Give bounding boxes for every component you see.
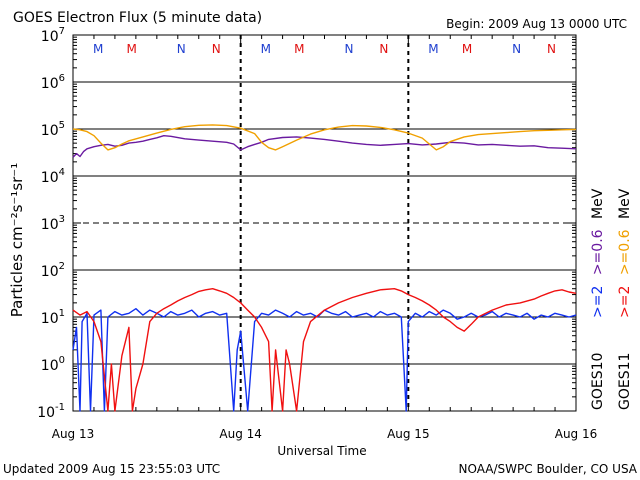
x-tick-label: Aug 16 xyxy=(555,427,598,441)
y-axis-label: Particles cm⁻²s⁻¹sr⁻¹ xyxy=(8,163,26,317)
series-line-1 xyxy=(72,124,577,151)
x-axis-label: Universal Time xyxy=(277,444,366,458)
updated-timestamp: Updated 2009 Aug 15 23:55:03 UTC xyxy=(3,462,220,476)
legend-goes10-range-b: >=0.6 xyxy=(590,229,606,275)
svg-text:GOES11: GOES11 xyxy=(617,353,633,410)
marker-n-goes10: N xyxy=(344,42,353,56)
legend-goes10-label: GOES10 xyxy=(590,353,606,410)
series-line-2 xyxy=(72,308,577,412)
y-tick-label: 106 xyxy=(41,73,65,92)
y-tick-label: 103 xyxy=(41,214,65,233)
legend-goes10-unit: MeV xyxy=(590,188,606,219)
marker-n-goes10: N xyxy=(512,42,521,56)
legend-goes10: GOES10 >=2 >=0.6 MeV xyxy=(590,188,606,410)
grid-lines xyxy=(72,35,577,412)
marker-n-goes11: N xyxy=(547,42,556,56)
x-tick-label: Aug 15 xyxy=(387,427,430,441)
y-tick-label: 10-1 xyxy=(37,402,65,421)
x-tick-label: Aug 14 xyxy=(219,427,262,441)
legend-goes11-range-b: >=0.6 xyxy=(617,229,633,275)
begin-label: Begin: 2009 Aug 13 0000 UTC xyxy=(446,17,627,31)
credit-label: NOAA/SWPC Boulder, CO USA xyxy=(459,462,638,476)
x-tick-labels: Aug 13 Aug 14 Aug 15 Aug 16 xyxy=(52,427,598,441)
y-tick-label: 102 xyxy=(41,261,65,280)
series-group xyxy=(72,124,577,412)
legend-goes11-name: GOES11 xyxy=(617,353,633,410)
marker-n-goes10: N xyxy=(177,42,186,56)
y-tick-label: 101 xyxy=(41,308,65,327)
marker-m-goes10: M xyxy=(93,42,103,56)
y-tick-labels: 107 106 105 104 103 102 101 100 10-1 xyxy=(37,26,65,421)
marker-m-goes10: M xyxy=(261,42,271,56)
series-line-3 xyxy=(72,288,577,412)
series-line-0 xyxy=(72,135,577,158)
chart-title: GOES Electron Flux (5 minute data) xyxy=(13,10,262,26)
svg-text:>=2 >=0.6 MeV: >=2 >=0.6 MeV xyxy=(617,188,633,318)
legend-goes11-unit: MeV xyxy=(617,188,633,219)
marker-m-goes10: M xyxy=(428,42,438,56)
legend-goes10-range-a: >=2 xyxy=(590,286,606,318)
legend-goes10-name: GOES10 xyxy=(590,353,606,410)
y-tick-label: 104 xyxy=(41,167,65,186)
marker-n-goes11: N xyxy=(379,42,388,56)
svg-text:>=2 >=0.6 MeV: >=2 >=0.6 MeV xyxy=(590,188,606,318)
y-tick-label: 107 xyxy=(41,26,65,45)
marker-m-goes11: M xyxy=(462,42,472,56)
legend-goes11-range-a: >=2 xyxy=(617,286,633,318)
y-tick-label: 105 xyxy=(41,120,65,139)
marker-m-goes11: M xyxy=(127,42,137,56)
x-tick-label: Aug 13 xyxy=(52,427,95,441)
legend-goes11: GOES11 >=2 >=0.6 MeV xyxy=(617,188,633,410)
y-tick-label: 100 xyxy=(41,355,65,374)
marker-n-goes11: N xyxy=(212,42,221,56)
marker-m-goes11: M xyxy=(294,42,304,56)
